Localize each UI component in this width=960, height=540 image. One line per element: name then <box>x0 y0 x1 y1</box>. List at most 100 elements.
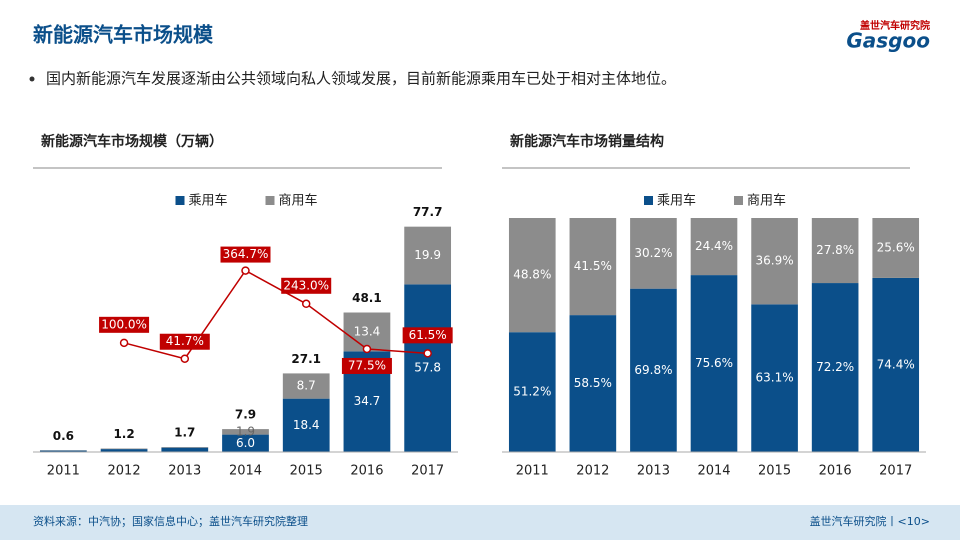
segment-label: 25.6% <box>877 240 915 254</box>
legend-label: 乘用车 <box>189 193 228 209</box>
segment-label: 8.7 <box>297 379 316 393</box>
growth-point <box>180 354 190 363</box>
total-label: 27.1 <box>291 352 321 366</box>
bar-segment <box>811 218 859 284</box>
x-tick-label: 2014 <box>697 464 730 479</box>
bar-segment <box>161 447 209 448</box>
segment-label: 30.2% <box>634 246 672 260</box>
legend-swatch <box>265 196 275 205</box>
growth-label-box <box>341 357 392 374</box>
bar-segment <box>282 373 330 399</box>
segment-label: 6.0 <box>236 436 255 450</box>
bar-segment <box>161 447 209 452</box>
x-tick-label: 2016 <box>819 464 852 479</box>
bar-segment <box>222 429 269 435</box>
legend-label: 商用车 <box>279 193 318 209</box>
bar-segment <box>508 218 556 333</box>
segment-label: 1.9 <box>236 424 255 438</box>
growth-point <box>241 266 250 275</box>
x-tick-label: 2014 <box>229 464 262 479</box>
segment-label: 72.2% <box>816 360 854 374</box>
growth-label-box <box>281 277 332 294</box>
bar-segment <box>872 277 920 452</box>
growth-point <box>362 344 372 354</box>
growth-point <box>301 299 311 309</box>
bar-segment <box>811 283 859 452</box>
x-tick-label: 2012 <box>576 464 609 479</box>
x-tick-label: 2017 <box>411 464 444 479</box>
bar-segment <box>872 218 920 278</box>
footer-page: 盖世汽车研究院丨<10> <box>810 514 930 528</box>
legend-swatch <box>734 196 743 205</box>
growth-label: 364.7% <box>223 247 269 261</box>
bullet-text: 国内新能源汽车发展逐渐由公共领域向私人领域发展，目前新能源乘用车已处于相对主体地… <box>46 70 676 88</box>
growth-label: 100.0% <box>101 317 147 331</box>
segment-label: 74.4% <box>877 357 915 371</box>
x-tick-label: 2016 <box>350 464 383 479</box>
segment-label: 19.9 <box>414 248 441 262</box>
segment-label: 51.2% <box>513 385 551 399</box>
segment-label: 27.8% <box>816 243 854 257</box>
total-label: 1.7 <box>174 426 195 440</box>
x-tick-label: 2011 <box>47 464 80 479</box>
logo-top: 盖世汽车研究院 <box>860 19 930 32</box>
x-tick-label: 2017 <box>879 464 912 479</box>
bar-segment <box>508 332 556 452</box>
growth-label-box <box>159 333 210 350</box>
segment-label: 18.4 <box>293 418 320 432</box>
bar-segment <box>282 398 330 452</box>
logo-main: Gasgoo <box>846 29 930 53</box>
growth-label-box <box>99 316 150 333</box>
legend-label: 乘用车 <box>657 193 696 209</box>
bar-segment <box>751 304 798 452</box>
growth-label: 41.7% <box>166 334 204 348</box>
total-label: 1.2 <box>113 427 134 441</box>
bar-segment <box>690 218 738 276</box>
growth-label-box <box>220 246 271 263</box>
footer-source: 资料来源：中汽协；国家信息中心；盖世汽车研究院整理 <box>33 514 308 528</box>
growth-line <box>123 269 428 360</box>
bar-segment <box>630 288 677 452</box>
bar-segment <box>39 450 87 452</box>
footer-band <box>0 505 960 540</box>
total-label: 7.9 <box>235 408 256 422</box>
bar-segment <box>630 218 677 289</box>
x-tick-label: 2013 <box>637 464 670 479</box>
growth-label: 243.0% <box>283 278 329 292</box>
slide-title: 新能源汽车市场规模 <box>33 23 214 47</box>
segment-label: 13.4 <box>354 324 381 338</box>
bar-segment <box>569 315 617 452</box>
growth-label-box <box>402 327 453 344</box>
bar-segment <box>690 275 738 452</box>
legend-label: 商用车 <box>747 193 786 209</box>
chart-title: 新能源汽车市场销量结构 <box>510 133 664 150</box>
total-label: 48.1 <box>352 291 382 305</box>
segment-label: 48.8% <box>513 268 551 282</box>
bar-segment <box>100 448 148 450</box>
growth-label: 77.5% <box>348 358 386 372</box>
bullet-dot <box>29 76 35 82</box>
bar-segment <box>404 284 452 452</box>
x-tick-label: 2013 <box>168 464 201 479</box>
segment-label: 75.6% <box>695 356 733 370</box>
segment-label: 24.4% <box>695 239 733 253</box>
total-label: 77.7 <box>413 205 443 219</box>
legend-swatch <box>644 196 653 205</box>
x-tick-label: 2012 <box>108 464 141 479</box>
x-tick-label: 2015 <box>758 464 791 479</box>
growth-point <box>423 349 432 358</box>
x-tick-label: 2015 <box>290 464 323 479</box>
legend-swatch <box>175 196 185 205</box>
total-label: 0.6 <box>53 429 74 443</box>
segment-label: 41.5% <box>574 259 612 273</box>
growth-point <box>119 338 129 348</box>
segment-label: 36.9% <box>756 254 794 268</box>
segment-label: 58.5% <box>574 376 612 390</box>
bar-segment <box>100 449 148 452</box>
x-tick-label: 2011 <box>516 464 549 479</box>
segment-label: 57.8 <box>414 361 441 375</box>
growth-label: 61.5% <box>409 328 447 342</box>
segment-label: 34.7 <box>354 394 381 408</box>
